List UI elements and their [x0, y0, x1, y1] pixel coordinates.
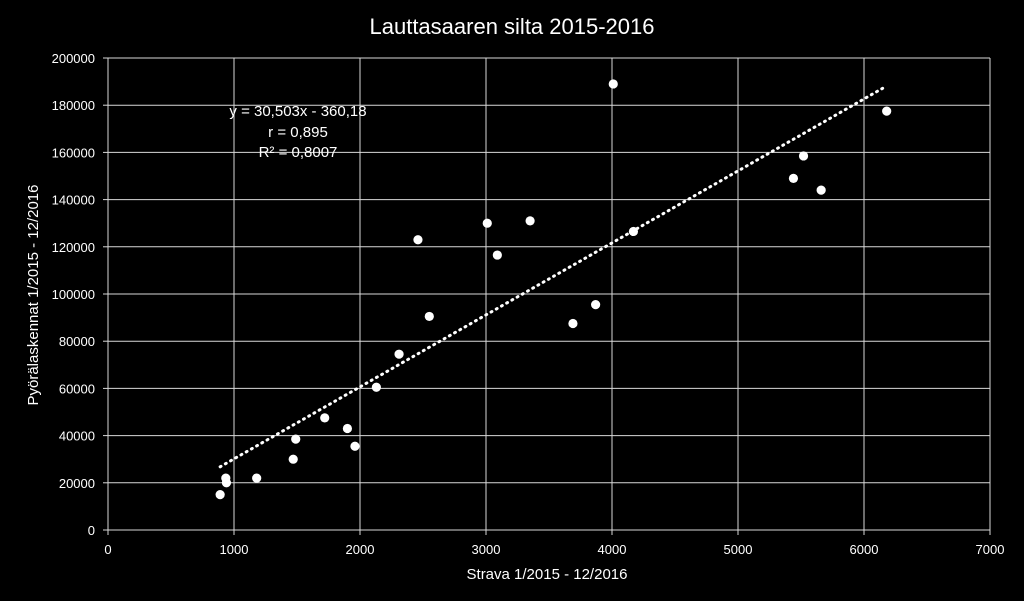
data-point — [215, 490, 225, 500]
chart-title: Lauttasaaren silta 2015-2016 — [370, 14, 655, 39]
x-axis-label: Strava 1/2015 - 12/2016 — [467, 566, 628, 583]
data-point — [568, 318, 578, 329]
y-axis-label: Pyörälaskennat 1/2015 - 12/2016 — [25, 185, 42, 406]
data-point — [342, 423, 352, 434]
data-point — [221, 478, 232, 488]
x-tick-label: 3000 — [472, 542, 501, 557]
data-point — [320, 413, 330, 423]
trendline — [218, 84, 889, 469]
x-tick-label: 7000 — [976, 542, 1005, 557]
y-tick-label: 80000 — [59, 334, 95, 349]
data-point — [798, 151, 809, 161]
y-tick-label: 40000 — [59, 429, 95, 444]
gridlines — [103, 57, 991, 535]
data-point — [882, 106, 892, 116]
data-point — [816, 185, 826, 195]
y-tick-label: 200000 — [52, 51, 95, 66]
regression-annotation: y = 30,503x - 360,18 r = 0,895 R² = 0,80… — [229, 103, 366, 161]
x-tick-label: 4000 — [598, 542, 627, 557]
r-squared-label: R² = 0,8007 — [259, 144, 338, 161]
data-point — [608, 79, 618, 89]
x-tick-label: 2000 — [346, 542, 375, 557]
x-tick-label: 1000 — [220, 542, 249, 557]
y-tick-label: 100000 — [52, 287, 95, 302]
equation-label: y = 30,503x - 360,18 — [229, 103, 366, 120]
r-label: r = 0,895 — [268, 124, 328, 141]
y-tick-label: 180000 — [52, 98, 95, 113]
data-point — [288, 454, 298, 464]
trendline-group — [218, 84, 889, 469]
data-point — [628, 226, 639, 237]
data-point — [413, 235, 423, 245]
data-point — [525, 216, 535, 226]
data-point — [591, 300, 601, 310]
y-tick-label: 160000 — [52, 145, 95, 160]
y-tick-label: 140000 — [52, 193, 95, 208]
data-point — [394, 349, 404, 359]
data-point — [350, 441, 360, 451]
data-point — [252, 473, 262, 483]
data-point — [492, 250, 502, 260]
data-points — [215, 79, 892, 500]
y-tick-label: 20000 — [59, 476, 95, 491]
x-tick-label: 6000 — [850, 542, 879, 557]
data-point — [371, 382, 381, 392]
x-tick-label: 5000 — [724, 542, 753, 557]
x-tick-label: 0 — [104, 542, 111, 557]
data-point — [482, 218, 492, 228]
tick-labels: 0 1000 2000 3000 4000 5000 6000 7000 0 20000 40000… — [52, 51, 1005, 557]
data-point — [788, 173, 799, 183]
y-tick-label: 0 — [88, 523, 95, 538]
y-tick-label: 60000 — [59, 381, 95, 396]
data-point — [424, 311, 434, 322]
data-point — [291, 434, 301, 444]
y-tick-label: 120000 — [52, 240, 95, 255]
